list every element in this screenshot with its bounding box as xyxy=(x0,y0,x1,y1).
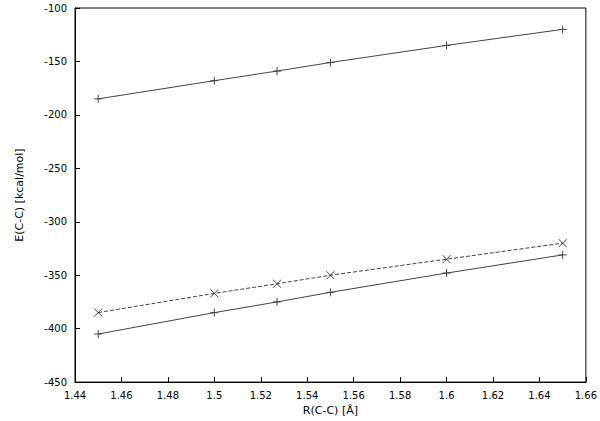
svg-text:R(C-C) [Å]: R(C-C) [Å] xyxy=(303,404,358,417)
svg-text:-150: -150 xyxy=(44,56,67,67)
svg-text:1.62: 1.62 xyxy=(482,390,504,401)
svg-text:-350: -350 xyxy=(44,270,67,281)
svg-text:-300: -300 xyxy=(44,216,67,227)
svg-text:-200: -200 xyxy=(44,109,67,120)
svg-text:1.56: 1.56 xyxy=(343,390,365,401)
svg-text:1.46: 1.46 xyxy=(110,390,132,401)
svg-text:-100: -100 xyxy=(44,3,67,14)
svg-text:1.58: 1.58 xyxy=(389,390,411,401)
svg-text:-400: -400 xyxy=(44,323,67,334)
svg-text:-250: -250 xyxy=(44,163,67,174)
svg-text:-450: -450 xyxy=(44,377,67,388)
svg-text:1.6: 1.6 xyxy=(439,390,455,401)
svg-text:1.5: 1.5 xyxy=(206,390,222,401)
svg-text:1.52: 1.52 xyxy=(250,390,272,401)
svg-text:E(C-C) [kcal/mol]: E(C-C) [kcal/mol] xyxy=(13,148,26,241)
svg-text:1.48: 1.48 xyxy=(157,390,179,401)
svg-text:1.64: 1.64 xyxy=(528,390,550,401)
svg-text:1.66: 1.66 xyxy=(575,390,597,401)
svg-text:1.44: 1.44 xyxy=(64,390,86,401)
svg-text:1.54: 1.54 xyxy=(296,390,318,401)
